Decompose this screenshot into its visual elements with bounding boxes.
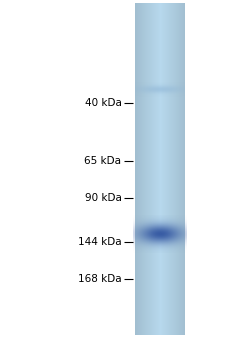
Text: 144 kDa: 144 kDa: [78, 237, 122, 247]
Text: 40 kDa: 40 kDa: [85, 98, 122, 108]
Text: 90 kDa: 90 kDa: [85, 193, 122, 203]
Text: 65 kDa: 65 kDa: [85, 155, 122, 166]
Text: 168 kDa: 168 kDa: [78, 274, 122, 284]
